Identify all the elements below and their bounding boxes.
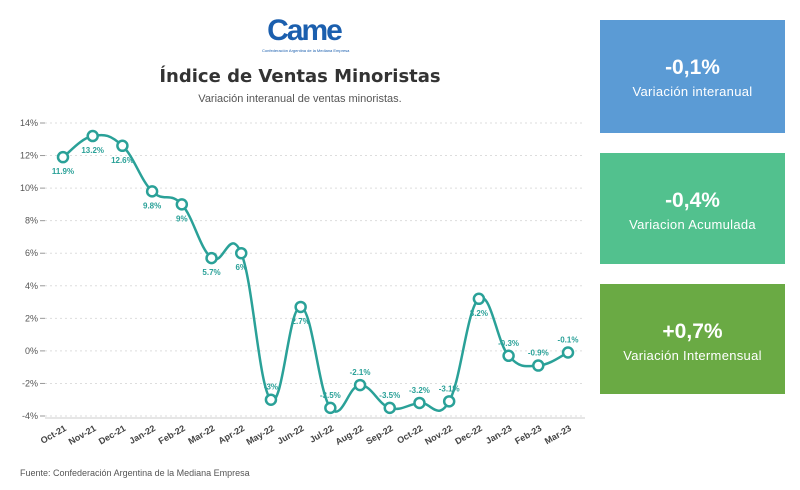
data-label: -3.5% [379,391,400,400]
y-tick-label: 6% [25,248,38,258]
logo-subtitle: Confederación Argentina de la Mediana Em… [262,48,350,53]
x-tick-label: May-22 [245,423,276,447]
data-point [561,346,575,359]
y-tick-label: 10% [20,183,38,193]
y-tick-label: -4% [22,411,38,421]
x-tick-label: Nov-22 [423,423,454,447]
chart-title: Índice de Ventas Minoristas [159,66,441,87]
data-label: -0.1% [558,336,579,345]
x-tick-label: Apr-22 [217,423,247,446]
x-tick-label: Nov-21 [67,423,98,447]
data-point [56,150,70,164]
x-tick-label: Mar-22 [186,423,216,446]
x-tick-label: Oct-21 [39,423,68,446]
card-value: -0,4% [665,189,720,212]
y-tick-label: 8% [25,216,38,226]
x-tick-label: Sep-22 [364,423,395,446]
data-label: 9.8% [143,201,161,210]
data-label: -2.1% [350,368,371,377]
card-value: -0,1% [665,56,720,79]
data-label: 9% [176,214,188,223]
y-tick-label: 12% [20,151,38,161]
source-note: Fuente: Confederación Argentina de la Me… [20,468,250,478]
x-tick-label: Jul-22 [308,423,336,445]
data-label: -3% [264,383,278,392]
data-point [175,198,189,211]
data-point [145,185,159,198]
data-label: 5.7% [202,268,220,277]
x-tick-label: Dec-22 [453,423,484,446]
data-label: -3.5% [320,391,341,400]
data-point [442,395,456,408]
x-tick-label: Mar-23 [543,423,573,446]
data-label: -3.1% [439,384,460,393]
y-tick-label: 2% [25,313,38,323]
data-point [324,401,337,415]
card-acumulada: -0,4% Variacion Acumulada [600,153,785,264]
y-tick-label: 0% [25,346,38,356]
card-interanual: -0,1% Variación interanual [600,20,785,133]
y-tick-label: 14% [20,118,38,128]
card-label: Variacion Acumulada [629,217,756,232]
came-logo: Came Confederación Argentina de la Media… [262,14,350,53]
card-label: Variación interanual [632,84,753,99]
data-point [532,359,545,372]
series-line [62,133,569,413]
data-point [472,292,486,306]
x-tick-label: Feb-22 [157,423,187,446]
x-tick-label: Jan-22 [127,423,157,446]
x-tick-label: Aug-22 [334,423,365,447]
card-label: Variación Intermensual [623,348,762,363]
data-point [294,300,307,314]
data-label: -0.9% [528,349,549,358]
data-point [383,401,397,415]
x-tick-label: Jun-22 [276,423,306,446]
data-point [205,251,218,265]
chart-subtitle: Variación interanual de ventas minorista… [198,93,402,105]
card-intermensual: +0,7% Variación Intermensual [600,284,785,394]
card-value: +0,7% [662,320,723,343]
data-point [413,396,426,410]
x-tick-label: Oct-22 [395,423,424,446]
data-label: 12.6% [111,156,134,165]
data-label: 13.2% [81,146,104,155]
data-point [116,139,129,153]
x-tick-label: Feb-23 [513,423,543,446]
data-label: 3.2% [470,309,488,318]
data-label: 11.9% [52,167,74,176]
data-point [502,349,515,363]
x-tick-label: Jan-23 [484,423,514,446]
data-label: -0.3% [498,339,519,348]
data-label: 2.7% [292,317,310,326]
y-tick-label: -2% [22,378,38,388]
data-label: -3.2% [409,386,430,395]
logo-text: Came [267,14,343,47]
data-label: 6% [235,263,247,272]
data-point [264,393,278,406]
data-point [86,129,99,143]
data-point [234,246,248,260]
x-tick-label: Dec-21 [97,423,128,446]
data-point [353,378,367,392]
y-tick-label: 4% [25,281,38,291]
